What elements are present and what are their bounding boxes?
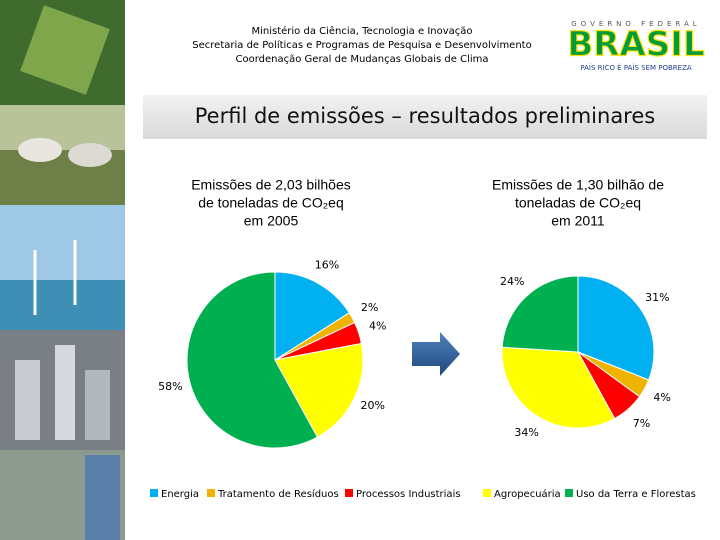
value-label: 31% bbox=[645, 291, 669, 304]
pie-slice bbox=[501, 346, 616, 429]
legend-swatch bbox=[565, 489, 573, 497]
legend-label: Tratamento de Resíduos bbox=[217, 488, 339, 500]
chart-title: em 2005 bbox=[244, 213, 299, 229]
chart-title: toneladas de CO₂eq bbox=[515, 195, 641, 211]
value-label: 24% bbox=[500, 275, 524, 288]
legend-swatch bbox=[207, 489, 215, 497]
legend-swatch bbox=[483, 489, 491, 497]
header-line: Secretaria de Políticas e Programas de P… bbox=[192, 39, 531, 51]
logo-tagline: PAÍS RICO É PAÍS SEM POBREZA bbox=[580, 63, 692, 72]
photo-strip bbox=[0, 0, 125, 540]
header-line: Coordenação Geral de Mudanças Globais de… bbox=[236, 54, 489, 65]
chart-title: em 2011 bbox=[551, 213, 605, 229]
chart-title: Emissões de 1,30 bilhão de bbox=[492, 177, 664, 193]
pie-slice bbox=[274, 342, 364, 438]
pie-slice bbox=[186, 271, 319, 449]
pie-slice bbox=[577, 275, 655, 381]
chart-title: de toneladas de CO₂eq bbox=[198, 195, 344, 211]
title-bar bbox=[143, 95, 707, 139]
legend-label: Uso da Terra e Florestas bbox=[576, 489, 696, 500]
legend-label: Processos Industriais bbox=[356, 489, 461, 500]
value-label: 2% bbox=[361, 301, 378, 314]
pie-slice bbox=[274, 271, 350, 361]
logo-name: BRASIL bbox=[567, 25, 704, 65]
legend-label: Energia bbox=[161, 489, 199, 500]
value-label: 7% bbox=[633, 417, 650, 430]
header: Ministério da Ciência, Tecnologia e Inov… bbox=[192, 25, 531, 65]
value-label: 16% bbox=[315, 258, 339, 271]
legend-label: Agropecuária bbox=[494, 488, 561, 500]
legend-swatch bbox=[150, 489, 158, 497]
value-label: 4% bbox=[653, 391, 670, 404]
legend-swatch bbox=[345, 489, 353, 497]
value-label: 34% bbox=[514, 426, 538, 439]
header-line: Ministério da Ciência, Tecnologia e Inov… bbox=[251, 25, 472, 37]
chart-title: Emissões de 2,03 bilhões bbox=[191, 177, 351, 193]
logo: GOVERNO FEDERAL BRASIL PAÍS RICO É PAÍS … bbox=[567, 20, 705, 72]
value-label: 4% bbox=[369, 320, 386, 333]
value-label: 58% bbox=[158, 380, 182, 393]
arrow bbox=[412, 332, 460, 376]
pie-slice bbox=[501, 275, 579, 353]
value-label: 20% bbox=[360, 399, 384, 412]
slide-title: Perfil de emissões – resultados prelimin… bbox=[195, 104, 655, 128]
logo-top: GOVERNO FEDERAL bbox=[571, 20, 700, 28]
